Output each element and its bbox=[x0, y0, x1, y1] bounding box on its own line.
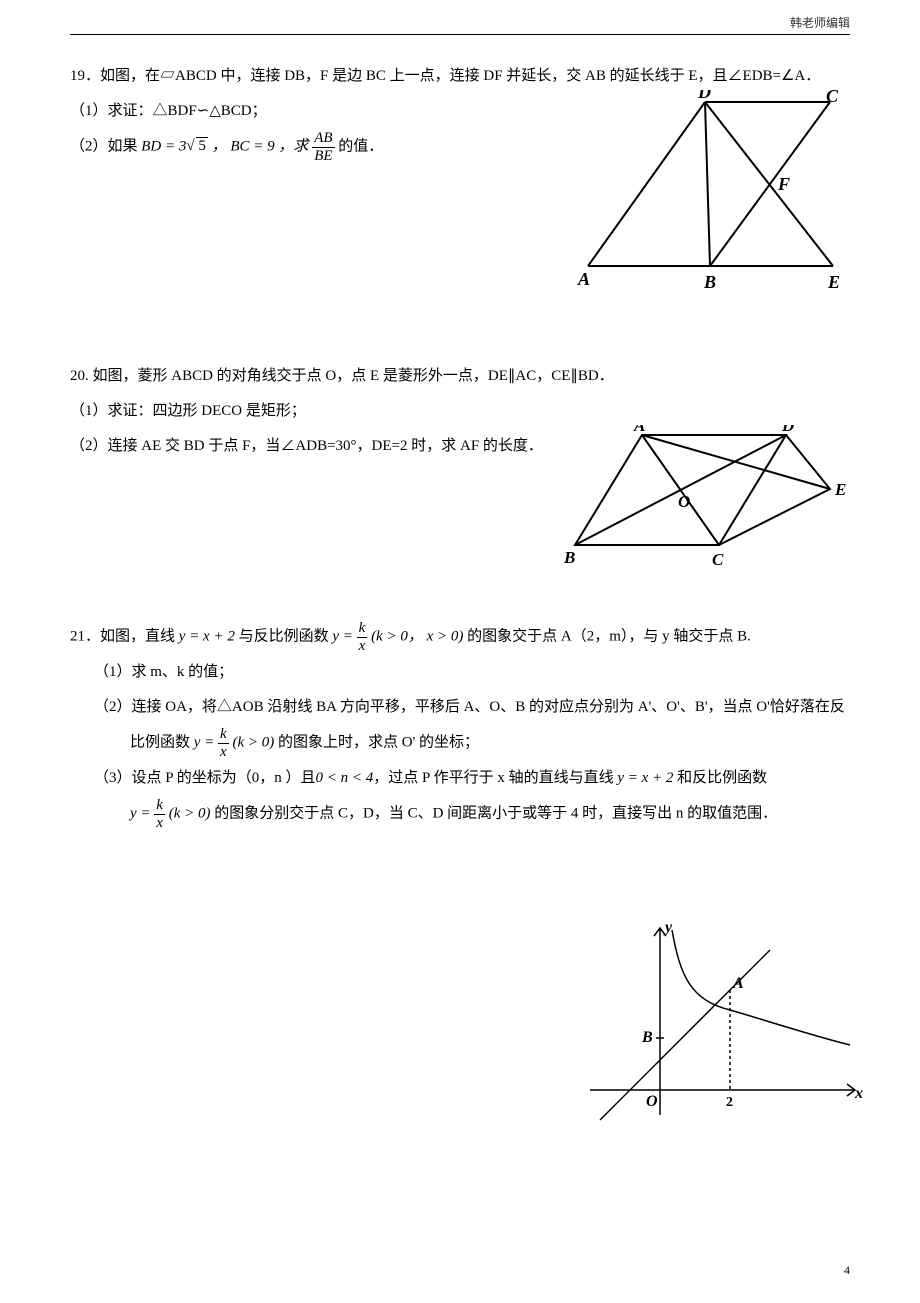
page-content: 19．如图，在▱ABCD 中，连接 DB，F 是边 BC 上一点，连接 DF 并… bbox=[70, 60, 850, 901]
p21-q2-a: （2）连接 OA，将△AOB 沿射线 BA 方向平移，平移后 A、O、B 的对应… bbox=[70, 691, 850, 724]
p21-eq1: y = x + 2 bbox=[179, 628, 235, 644]
p21-svg: y x O A B 2 bbox=[580, 920, 870, 1130]
p21-stem-b: 与反比例函数 bbox=[235, 628, 333, 644]
p19-lbl-D: D bbox=[697, 90, 711, 102]
p21-figure: y x O A B 2 bbox=[580, 920, 870, 1135]
p21-q2b-a: 比例函数 bbox=[130, 734, 194, 750]
p19-num: 19． bbox=[70, 68, 100, 84]
p21-lbl-x: x bbox=[854, 1085, 863, 1102]
p20-stem-text: 如图，菱形 ABCD 的对角线交于点 O，点 E 是菱形外一点，DE∥AC，CE… bbox=[93, 368, 614, 384]
p21-eq2-cond: (k > 0， x > 0) bbox=[371, 628, 463, 644]
p21-q3-c: 和反比例函数 bbox=[673, 770, 767, 786]
p21-q3-d: 的图象分别交于点 C，D，当 C、D 间距离小于或等于 4 时，直接写出 n 的… bbox=[210, 805, 777, 821]
p19-lbl-C: C bbox=[826, 90, 839, 106]
p20-lbl-C: C bbox=[712, 550, 724, 569]
p20-num: 20. bbox=[70, 368, 93, 384]
p20-figure: A D B C E O bbox=[560, 425, 860, 580]
p20-lbl-D: D bbox=[781, 425, 794, 435]
p20-stem: 20. 如图，菱形 ABCD 的对角线交于点 O，点 E 是菱形外一点，DE∥A… bbox=[70, 360, 850, 393]
p21-stem: 21．如图，直线 y = x + 2 与反比例函数 y = kx (k > 0，… bbox=[70, 620, 850, 654]
p21-lbl-2: 2 bbox=[726, 1095, 733, 1110]
p21-eq2-frac: kx bbox=[357, 620, 368, 654]
p21-q3-d-line: y = kx (k > 0) 的图象分别交于点 C，D，当 C、D 间距离小于或… bbox=[70, 797, 850, 831]
p21-q1: （1）求 m、k 的值； bbox=[70, 656, 850, 689]
p19-q2-sqrt: 5 bbox=[186, 130, 208, 163]
p20-lbl-B: B bbox=[563, 548, 575, 567]
p21-lbl-O: O bbox=[646, 1093, 658, 1110]
p21-q3-a: （3）设点 P 的坐标为（0，n ）且 bbox=[94, 770, 316, 786]
p19-svg: A B E D C F bbox=[570, 90, 860, 300]
p19-lbl-F: F bbox=[777, 174, 790, 194]
p20-svg: A D B C E O bbox=[560, 425, 860, 575]
p21-q2b-frac: kx bbox=[218, 726, 229, 760]
p21-q3-a-line: （3）设点 P 的坐标为（0，n ）且0 < n < 4，过点 P 作平行于 x… bbox=[70, 762, 850, 795]
header-rule bbox=[70, 34, 850, 35]
p20-q1: （1）求证：四边形 DECO 是矩形； bbox=[70, 395, 850, 428]
p21-q3d-frac: kx bbox=[154, 797, 165, 831]
p19-stem-text: 如图，在▱ABCD 中，连接 DB，F 是边 BC 上一点，连接 DF 并延长，… bbox=[100, 68, 820, 84]
p19-lbl-E: E bbox=[827, 272, 840, 292]
page-number: 4 bbox=[844, 1263, 850, 1278]
p21-q3d-cond: (k > 0) bbox=[169, 805, 211, 821]
p19-lbl-A: A bbox=[577, 269, 590, 289]
p21-lbl-y: y bbox=[663, 920, 673, 936]
p19-q2-prefix: （2）如果 bbox=[70, 138, 138, 154]
header-editor: 韩老师编辑 bbox=[790, 14, 850, 31]
p19-q2-frac: AB BE bbox=[312, 130, 334, 164]
p20-lbl-A: A bbox=[633, 425, 645, 435]
p21-stem-c: 的图象交于点 A（2，m），与 y 轴交于点 B. bbox=[463, 628, 751, 644]
p21-lbl-B: B bbox=[641, 1029, 653, 1046]
p21-stem-a: 如图，直线 bbox=[100, 628, 179, 644]
p20-lbl-O: O bbox=[678, 492, 690, 511]
p21-q2-b: 比例函数 y = kx (k > 0) 的图象上时，求点 O' 的坐标； bbox=[70, 726, 850, 760]
p19-q2-bd: BD = 3 bbox=[141, 138, 186, 154]
p21-lbl-A: A bbox=[732, 975, 744, 992]
p21-q2b-lhs: y = bbox=[194, 734, 215, 750]
p21-q3-b: ，过点 P 作平行于 x 轴的直线与直线 bbox=[373, 770, 617, 786]
p21-q3-cond: 0 < n < 4 bbox=[316, 770, 374, 786]
p21-num: 21． bbox=[70, 628, 100, 644]
p19-figure: A B E D C F bbox=[570, 90, 860, 305]
p21-q2b-b: 的图象上时，求点 O' 的坐标； bbox=[274, 734, 479, 750]
p21-q3-eq: y = x + 2 bbox=[617, 770, 673, 786]
p20-lbl-E: E bbox=[834, 480, 846, 499]
problem-20: 20. 如图，菱形 ABCD 的对角线交于点 O，点 E 是菱形外一点，DE∥A… bbox=[70, 360, 850, 550]
p21-eq2-lhs: y = bbox=[332, 628, 353, 644]
p19-lbl-B: B bbox=[703, 272, 716, 292]
problem-19: 19．如图，在▱ABCD 中，连接 DB，F 是边 BC 上一点，连接 DF 并… bbox=[70, 60, 850, 290]
p21-q2b-cond: (k > 0) bbox=[232, 734, 274, 750]
p19-q2-bc: ， BC = 9 ，求 bbox=[212, 138, 309, 154]
p19-q2-suffix: 的值． bbox=[338, 138, 383, 154]
p21-q3d-lhs: y = bbox=[130, 805, 151, 821]
problem-21: 21．如图，直线 y = x + 2 与反比例函数 y = kx (k > 0，… bbox=[70, 620, 850, 831]
p19-stem: 19．如图，在▱ABCD 中，连接 DB，F 是边 BC 上一点，连接 DF 并… bbox=[70, 60, 850, 93]
